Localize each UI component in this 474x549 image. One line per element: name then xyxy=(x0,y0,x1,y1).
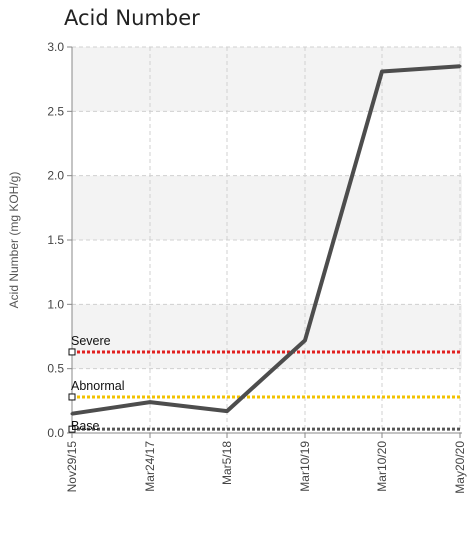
y-tick-labels: 0.0 0.5 1.0 1.5 2.0 2.5 3.0 xyxy=(47,40,72,440)
y-tick-label: 0.5 xyxy=(47,362,64,376)
reference-marker xyxy=(68,393,76,401)
y-tick-label: 2.0 xyxy=(47,169,64,183)
series-line xyxy=(71,64,461,416)
plot-band xyxy=(72,240,462,305)
y-tick-label: 1.0 xyxy=(47,297,64,311)
data-point xyxy=(380,69,384,73)
x-tick-label: Mar10/19 xyxy=(298,441,312,492)
x-tick-label: May20/20 xyxy=(453,441,467,494)
data-point xyxy=(70,412,74,416)
x-tick-label: Mar24/17 xyxy=(143,441,157,492)
chart-title: Acid Number xyxy=(64,6,200,30)
plot-band xyxy=(72,175,462,240)
y-tick-label: 2.5 xyxy=(47,104,64,118)
reference-line-label: Base xyxy=(71,419,100,433)
reference-line-label: Abnormal xyxy=(71,379,125,393)
reference-line-label: Severe xyxy=(71,334,111,348)
plot-band xyxy=(72,368,462,433)
y-axis-label: Acid Number (mg KOH/g) xyxy=(7,172,21,309)
x-tick-label: Mar5/18 xyxy=(220,441,234,485)
data-series xyxy=(70,64,462,416)
data-point xyxy=(458,64,462,68)
reference-marker xyxy=(68,348,76,356)
plot-background xyxy=(72,47,462,433)
data-point xyxy=(148,400,152,404)
x-tick-label: Mar10/20 xyxy=(375,441,389,492)
x-tick-label: Nov29/15 xyxy=(65,441,79,493)
y-tick-label: 3.0 xyxy=(47,40,64,54)
x-tick-labels: Nov29/15 Mar24/17 Mar5/18 Mar10/19 Mar10/20 M… xyxy=(65,433,467,494)
data-point xyxy=(303,338,307,342)
reference-marker xyxy=(68,425,76,433)
plot-band xyxy=(72,111,462,176)
y-tick-label: 1.5 xyxy=(47,233,64,247)
data-point xyxy=(225,409,229,413)
reference-lines: Severe Abnormal Base xyxy=(68,334,462,433)
plot-band xyxy=(72,47,462,112)
y-tick-label: 0.0 xyxy=(47,426,64,440)
plot-band xyxy=(72,304,462,369)
